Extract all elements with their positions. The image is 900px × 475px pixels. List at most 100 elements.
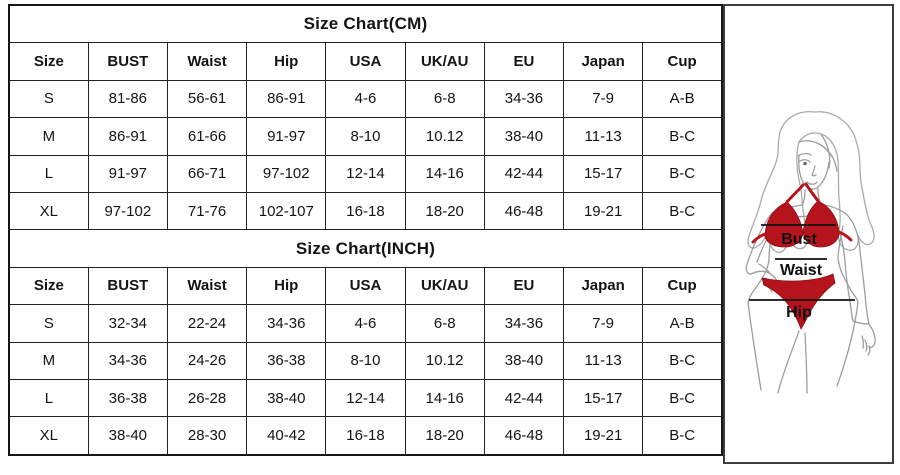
size-value-cell: 36-38	[87, 378, 168, 418]
size-row-inch-m: M 34-36 24-26 36-38 8-10 10.12 38-40 11-13 B-C	[8, 341, 723, 380]
header-row-cm: Size BUST Waist Hip USA UK/AU EU Japan Cup	[8, 42, 723, 81]
figure-bangs	[798, 140, 838, 172]
size-value-cell: 8-10	[325, 341, 406, 380]
size-label-cell: S	[8, 304, 89, 343]
size-value-cell: 86-91	[87, 117, 168, 156]
size-value-cell: 24-26	[166, 341, 248, 380]
size-value-cell: 16-18	[325, 191, 406, 231]
size-chart-table: Size Chart(CM) Size BUST Waist Hip USA UK/AU EU…	[8, 4, 723, 456]
size-value-cell: 32-34	[87, 304, 168, 343]
size-value-cell: 4-6	[325, 304, 406, 343]
size-value-cell: 38-40	[483, 341, 565, 380]
size-value-cell: 97-102	[87, 191, 168, 231]
table-title-cm: Size Chart(CM)	[8, 4, 723, 44]
size-value-cell: 40-42	[246, 416, 327, 456]
column-header-usa: USA	[325, 266, 406, 306]
size-row-cm-m: M 86-91 61-66 91-97 8-10 10.12 38-40 11-13 B-C	[8, 117, 723, 156]
size-value-cell: 34-36	[483, 304, 565, 343]
size-value-cell: B-C	[642, 154, 723, 193]
size-value-cell: 42-44	[483, 154, 565, 193]
column-header-cup: Cup	[642, 266, 723, 306]
bust-label: Bust	[781, 231, 817, 248]
size-row-inch-s: S 32-34 22-24 34-36 4-6 6-8 34-36 7-9 A-B	[8, 304, 723, 343]
column-header-uk-au: UK/AU	[404, 266, 485, 306]
column-header-eu: EU	[483, 42, 565, 81]
size-value-cell: 7-9	[563, 79, 644, 119]
hip-label: Hip	[786, 304, 812, 321]
column-header-size: Size	[8, 42, 89, 81]
size-value-cell: 7-9	[563, 304, 644, 343]
size-value-cell: 91-97	[246, 117, 327, 156]
size-value-cell: 6-8	[404, 79, 485, 119]
figure-eyebrow	[797, 152, 812, 157]
column-header-bust: BUST	[87, 42, 168, 81]
size-value-cell: 34-36	[87, 341, 168, 380]
size-label-cell: L	[8, 378, 89, 418]
figure-face	[798, 155, 830, 190]
table-title-inch: Size Chart(INCH)	[8, 229, 723, 268]
bikini-cup-right	[802, 200, 840, 248]
figure-hand-right	[852, 320, 876, 356]
size-value-cell: 19-21	[563, 416, 644, 456]
size-value-cell: 56-61	[166, 79, 248, 119]
figure-navel	[808, 267, 816, 271]
size-value-cell: B-C	[642, 378, 723, 418]
size-row-inch-l: L 36-38 26-28 38-40 12-14 14-16 42-44 15-17 B-C	[8, 378, 723, 418]
size-value-cell: 18-20	[404, 191, 485, 231]
size-value-cell: 16-18	[325, 416, 406, 456]
column-header-waist: Waist	[166, 42, 248, 81]
waist-label: Waist	[780, 262, 823, 279]
size-value-cell: B-C	[642, 416, 723, 456]
figure-bang-strand	[820, 133, 831, 169]
column-header-usa: USA	[325, 42, 406, 81]
size-value-cell: 71-76	[166, 191, 248, 231]
size-value-cell: 12-14	[325, 154, 406, 193]
size-value-cell: B-C	[642, 341, 723, 380]
column-header-cup: Cup	[642, 42, 723, 81]
size-value-cell: 42-44	[483, 378, 565, 418]
size-value-cell: 38-40	[87, 416, 168, 456]
size-label-cell: M	[8, 341, 89, 380]
figure-arm-right	[844, 212, 870, 325]
size-value-cell: 36-38	[246, 341, 327, 380]
title-row-cm: Size Chart(CM)	[8, 4, 723, 44]
size-value-cell: B-C	[642, 191, 723, 231]
size-value-cell: A-B	[642, 79, 723, 119]
figure-eye	[798, 159, 811, 163]
size-value-cell: 81-86	[87, 79, 168, 119]
size-label-cell: M	[8, 117, 89, 156]
figure-pupil	[803, 161, 807, 166]
size-value-cell: 11-13	[563, 117, 644, 156]
size-value-cell: 15-17	[563, 154, 644, 193]
size-value-cell: 15-17	[563, 378, 644, 418]
size-value-cell: 12-14	[325, 378, 406, 418]
size-value-cell: 91-97	[87, 154, 168, 193]
size-row-inch-xl: XL 38-40 28-30 40-42 16-18 18-20 46-48 19-21 B-C	[8, 416, 723, 456]
size-value-cell: 22-24	[166, 304, 248, 343]
size-row-cm-xl: XL 97-102 71-76 102-107 16-18 18-20 46-48 19-21…	[8, 191, 723, 231]
size-value-cell: 14-16	[404, 378, 485, 418]
column-header-japan: Japan	[563, 42, 644, 81]
size-value-cell: 102-107	[246, 191, 327, 231]
column-header-japan: Japan	[563, 266, 644, 306]
size-value-cell: 18-20	[404, 416, 485, 456]
size-value-cell: 28-30	[166, 416, 248, 456]
size-value-cell: 10.12	[404, 117, 485, 156]
size-value-cell: B-C	[642, 117, 723, 156]
bikini-straps	[751, 182, 853, 244]
figure-mouth	[806, 181, 818, 185]
size-value-cell: 38-40	[483, 117, 565, 156]
size-value-cell: A-B	[642, 304, 723, 343]
figure-legs	[747, 301, 859, 394]
size-row-cm-l: L 91-97 66-71 97-102 12-14 14-16 42-44 15-17 B-C	[8, 154, 723, 193]
figure-arm-right-inner	[837, 227, 854, 322]
column-header-uk-au: UK/AU	[404, 42, 485, 81]
column-header-bust: BUST	[87, 266, 168, 306]
size-value-cell: 34-36	[483, 79, 565, 119]
header-row-inch: Size BUST Waist Hip USA UK/AU EU Japan Cup	[8, 266, 723, 306]
bikini-figure-illustration: Bust Waist Hip	[745, 111, 876, 394]
size-value-cell: 8-10	[325, 117, 406, 156]
bikini-bottom	[761, 273, 836, 330]
size-label-cell: L	[8, 154, 89, 193]
